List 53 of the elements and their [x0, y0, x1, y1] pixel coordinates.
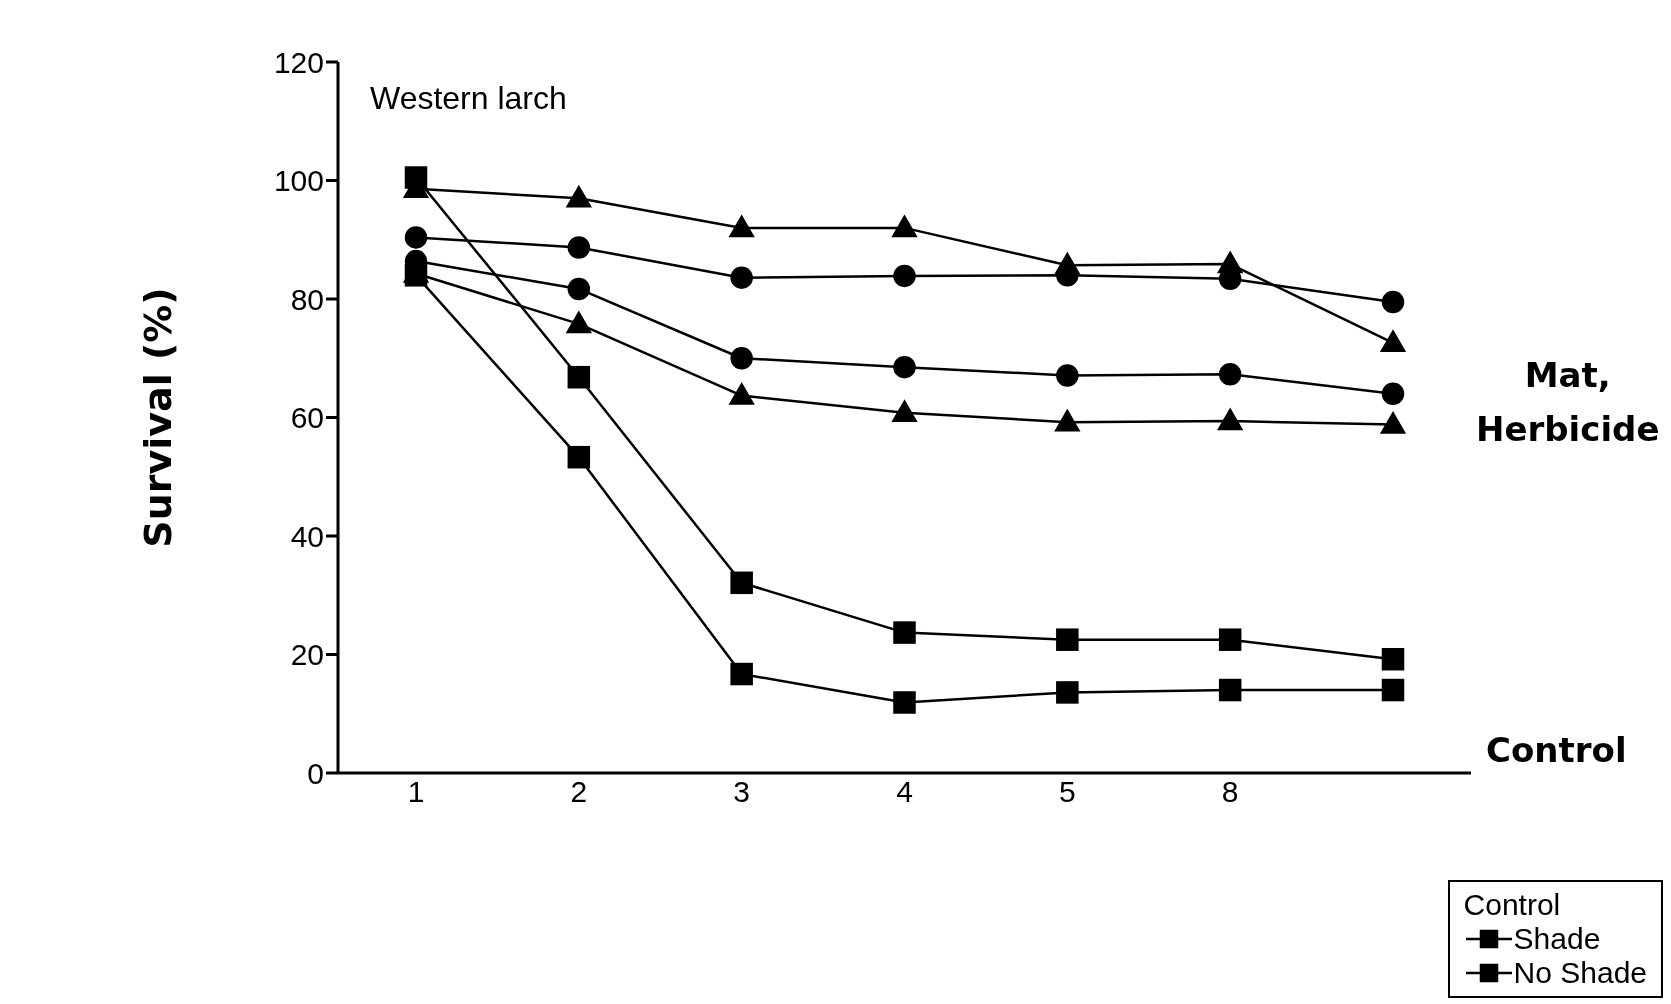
point	[567, 445, 591, 469]
point	[404, 226, 428, 249]
legend-label: No Shade	[1513, 956, 1647, 990]
y-tick-label: 100	[273, 164, 324, 198]
point	[1056, 628, 1079, 651]
point	[730, 571, 753, 595]
y-tick-label: 60	[290, 401, 324, 435]
y-tick-label: 120	[273, 45, 324, 79]
point	[1380, 330, 1406, 353]
point	[1218, 363, 1242, 386]
legend-label: Shade	[1513, 922, 1601, 956]
point	[892, 400, 917, 423]
point	[1381, 382, 1405, 406]
x-tick-label: 2	[570, 775, 588, 809]
y-tick-label: 0	[307, 756, 324, 790]
point	[730, 266, 753, 289]
point	[729, 383, 754, 405]
point	[1218, 678, 1242, 702]
point	[567, 236, 591, 259]
text: Mat, Herbicide	[1476, 354, 1660, 452]
x-tick-label: 1	[407, 775, 425, 809]
point	[1056, 681, 1079, 704]
point	[1381, 678, 1405, 702]
point	[566, 186, 592, 208]
point	[730, 347, 753, 370]
point	[566, 311, 592, 334]
point	[730, 662, 753, 686]
point	[1381, 647, 1405, 671]
point	[1217, 408, 1243, 431]
text: Control	[1486, 729, 1627, 772]
point	[1381, 290, 1405, 314]
point	[1218, 628, 1242, 651]
point	[729, 215, 754, 238]
y-tick-label: 20	[290, 638, 324, 672]
point	[1380, 412, 1406, 434]
x-tick-label: 4	[896, 775, 913, 809]
y-axis-title: Survival (%)	[136, 287, 181, 548]
text: Western larch	[370, 80, 567, 117]
point	[893, 355, 916, 379]
point	[567, 277, 591, 301]
x-tick-label: 5	[1058, 775, 1076, 809]
legend-title: Control	[1463, 888, 1562, 922]
x-tick-label: 3	[733, 775, 751, 809]
point	[1056, 364, 1079, 387]
point	[893, 264, 916, 288]
point	[893, 691, 916, 714]
point	[892, 215, 917, 238]
point	[893, 621, 916, 644]
y-tick-label: 80	[290, 282, 324, 316]
y-tick-label: 40	[290, 519, 324, 553]
point	[1055, 409, 1080, 432]
x-tick-label: 8	[1221, 775, 1239, 809]
point	[567, 365, 591, 389]
